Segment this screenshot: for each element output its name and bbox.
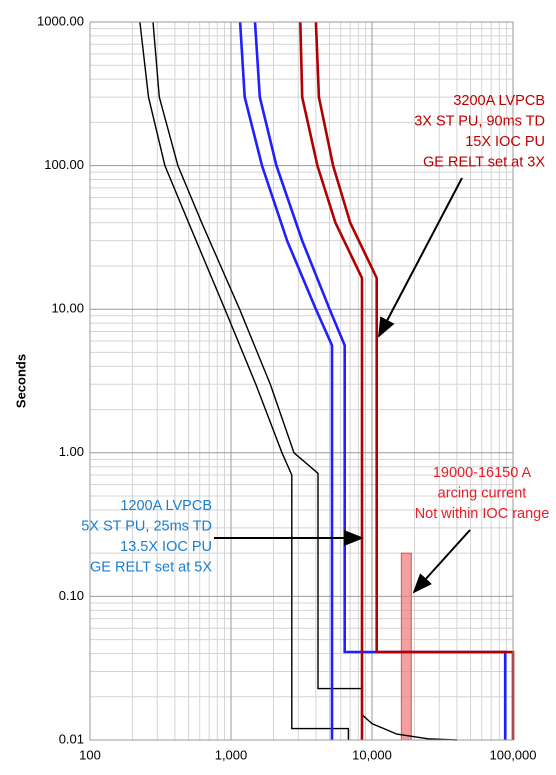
annotation: 3200A LVPCB bbox=[453, 93, 545, 109]
annotation: GE RELT set at 3X bbox=[423, 154, 545, 170]
annotation: 5X ST PU, 25ms TD bbox=[81, 518, 212, 534]
annotation: 3X ST PU, 90ms TD bbox=[414, 113, 545, 129]
y-tick-label: 100.00 bbox=[44, 157, 84, 172]
y-tick-label: 0.10 bbox=[59, 588, 84, 603]
curve bbox=[139, 21, 350, 740]
plot-frame bbox=[89, 21, 514, 741]
curve bbox=[314, 21, 515, 740]
arcing-band bbox=[400, 552, 412, 741]
annotation: 15X IOC PU bbox=[465, 134, 545, 150]
annotation: arcing current bbox=[438, 485, 527, 501]
annotation: Not within IOC range bbox=[415, 506, 550, 522]
curve bbox=[152, 21, 457, 741]
annotation: 13.5X IOC PU bbox=[120, 539, 212, 555]
x-tick-label: 100 bbox=[79, 747, 101, 762]
y-tick-label: 1.00 bbox=[59, 444, 84, 459]
y-tick-label: 10.00 bbox=[51, 301, 84, 316]
curve bbox=[253, 21, 507, 740]
curve bbox=[238, 21, 334, 740]
arrow bbox=[412, 529, 471, 594]
annotation: 19000-16150 A bbox=[433, 465, 532, 481]
annotation: 1200A LVPCB bbox=[120, 498, 212, 514]
x-tick-label: 10,000 bbox=[352, 747, 392, 762]
y-axis-label: Seconds bbox=[13, 354, 28, 408]
arrow bbox=[378, 177, 463, 338]
x-tick-label: 100,000 bbox=[490, 747, 537, 762]
annotation: GE RELT set at 5X bbox=[90, 559, 212, 575]
x-tick-label: 1,000 bbox=[215, 747, 248, 762]
curve bbox=[299, 21, 364, 740]
y-tick-label: 1000.00 bbox=[37, 13, 84, 28]
y-tick-label: 0.01 bbox=[59, 731, 84, 746]
